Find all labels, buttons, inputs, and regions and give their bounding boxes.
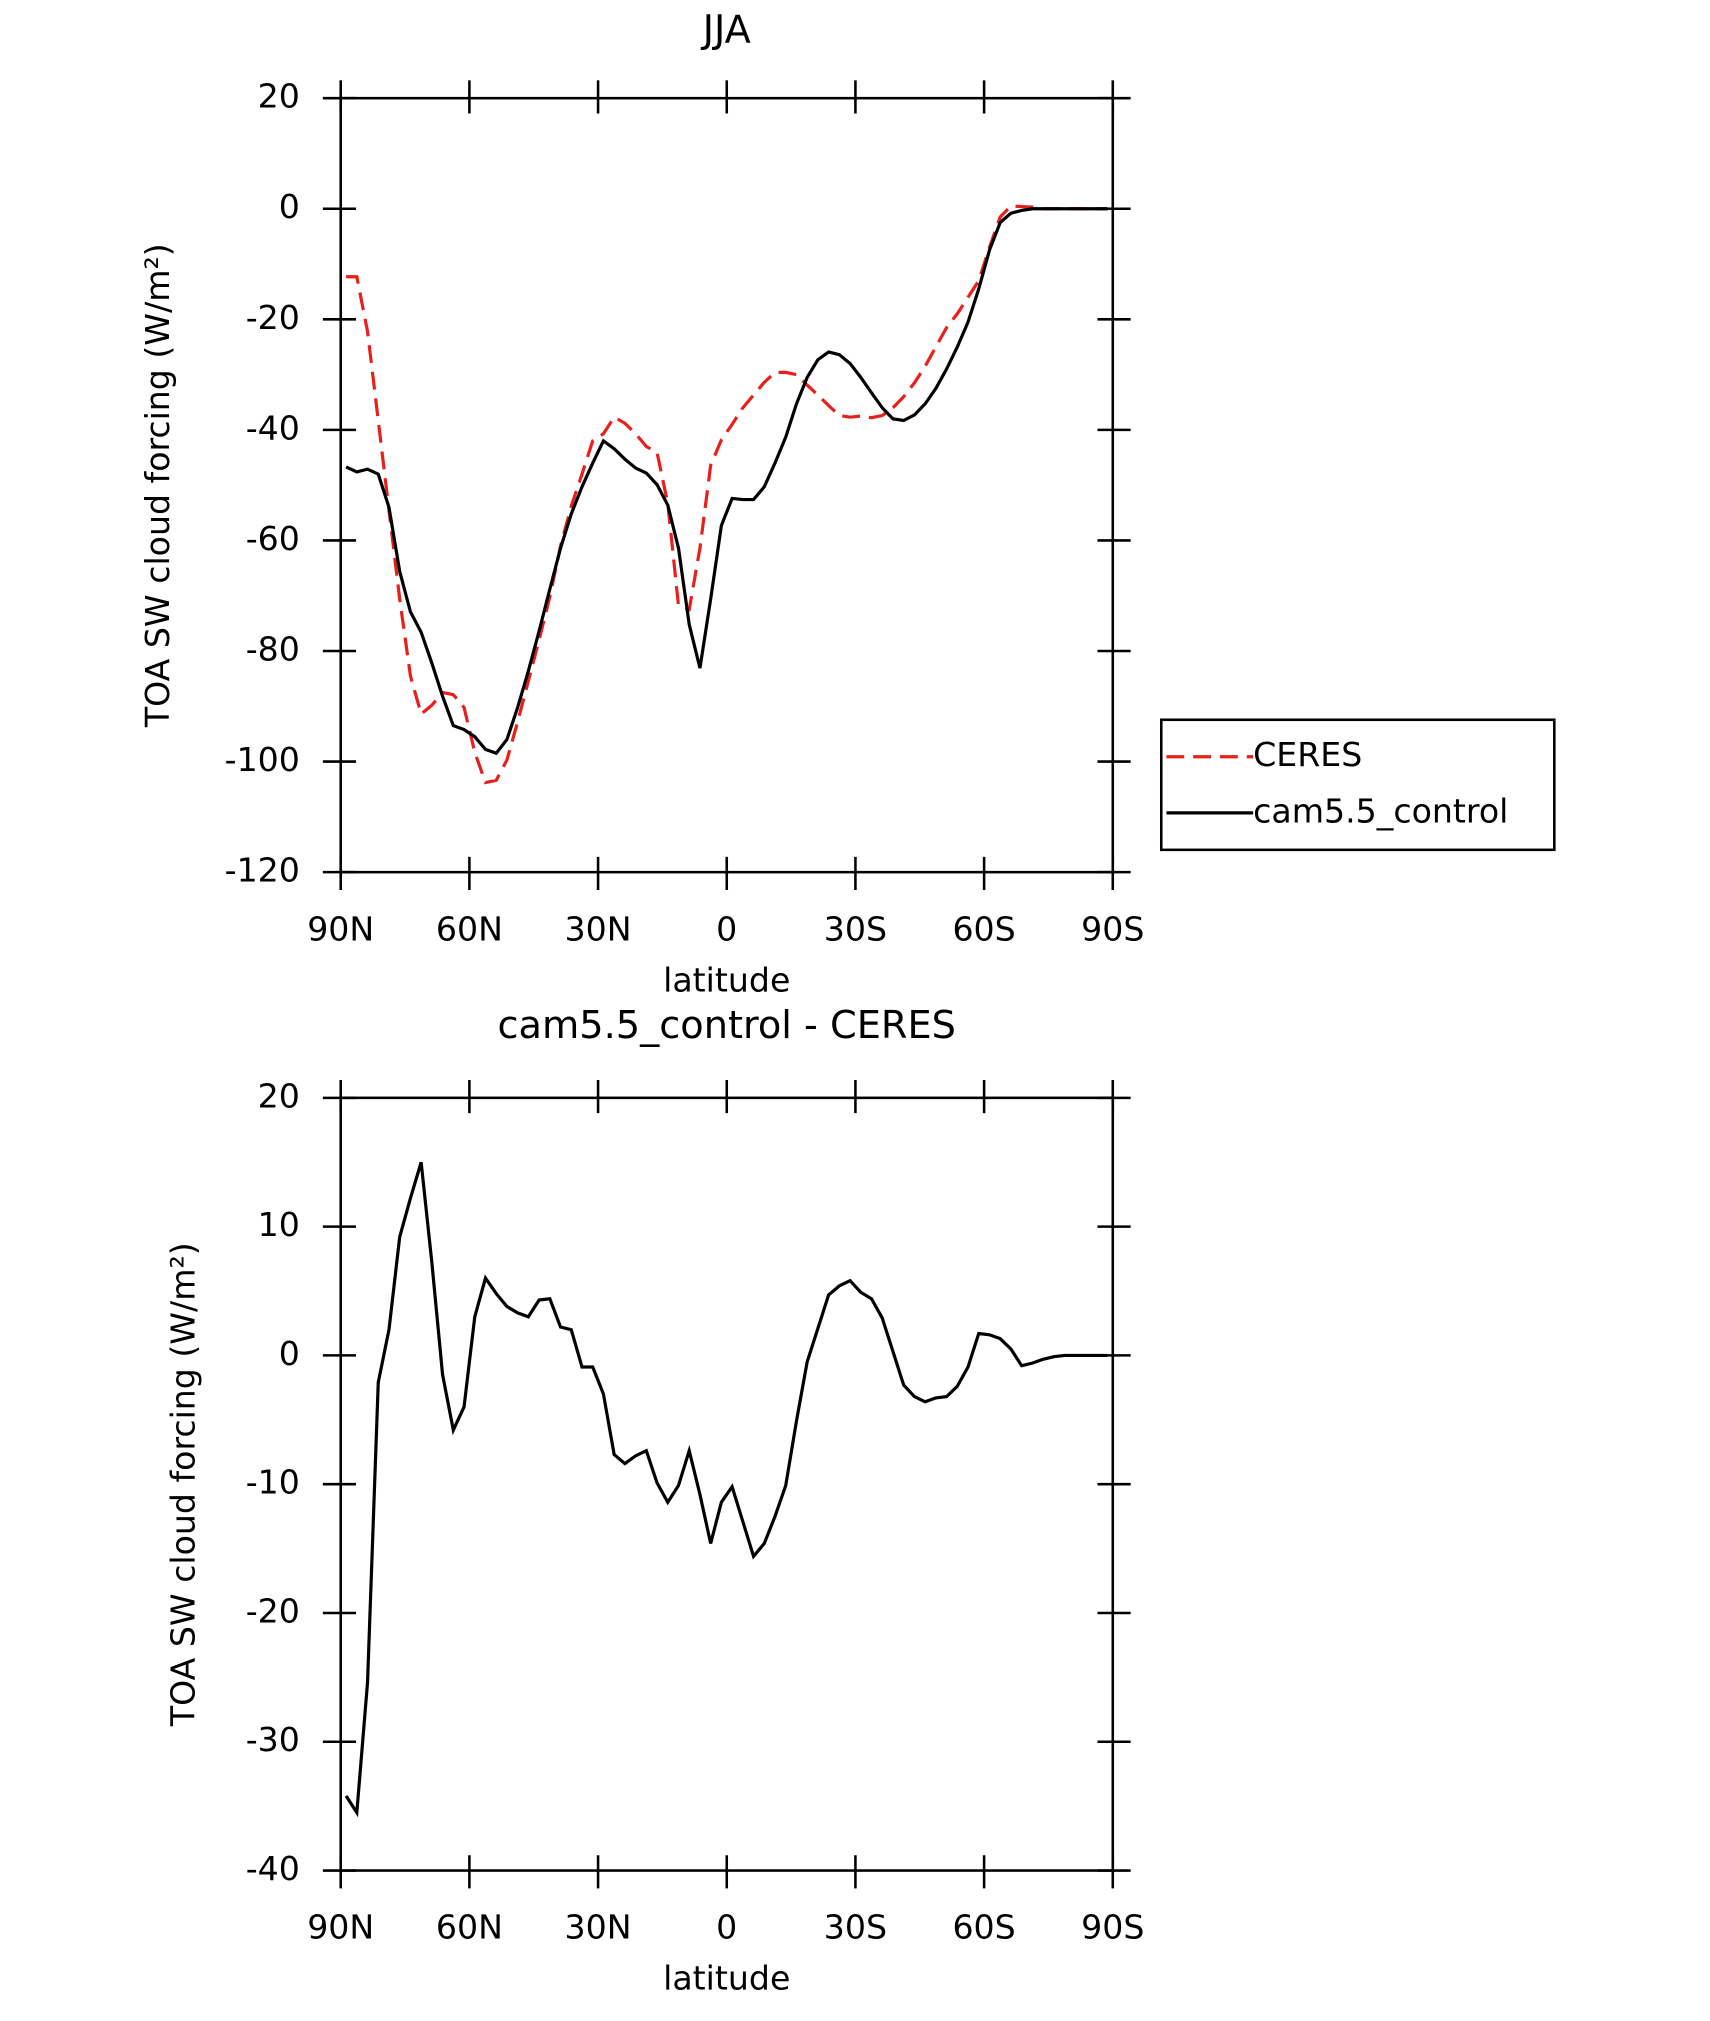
y-axis-label: TOA SW cloud forcing (W/m²) <box>164 1242 203 1727</box>
y-tick-label: -30 <box>246 1720 300 1759</box>
y-tick-label: -40 <box>246 408 300 447</box>
data-line <box>344 1161 1108 1818</box>
y-tick-label: -60 <box>246 519 300 558</box>
y-tick-label: 10 <box>258 1205 300 1244</box>
y-tick-label: -40 <box>246 1849 300 1888</box>
x-tick-label: 0 <box>716 909 737 948</box>
legend-box <box>1159 718 1556 852</box>
y-tick-label: -20 <box>246 1591 300 1630</box>
x-axis-label: latitude <box>663 1959 790 1998</box>
y-tick-label: -120 <box>225 851 300 890</box>
y-tick-label: 0 <box>279 187 300 226</box>
x-tick-label: 60N <box>436 909 503 948</box>
y-tick-label: -20 <box>246 298 300 337</box>
x-tick-label: 90S <box>1081 1908 1144 1947</box>
x-tick-label: 60S <box>952 909 1015 948</box>
legend-label: cam5.5_control <box>1253 791 1508 830</box>
y-tick-label: 0 <box>279 1334 300 1373</box>
x-tick-label: 30S <box>824 1908 887 1947</box>
chart-title: JJA <box>701 7 751 52</box>
x-tick-label: 0 <box>716 1908 737 1947</box>
x-tick-label: 30N <box>565 909 632 948</box>
x-tick-label: 90N <box>307 909 374 948</box>
plot-frame <box>339 96 1115 874</box>
data-line <box>346 204 1108 785</box>
y-axis-label: TOA SW cloud forcing (W/m²) <box>138 243 177 728</box>
legend-label: CERES <box>1253 735 1362 774</box>
y-tick-label: 20 <box>258 77 300 116</box>
x-tick-label: 90S <box>1081 909 1144 948</box>
y-tick-label: -100 <box>225 740 300 779</box>
y-tick-label: -80 <box>246 630 300 669</box>
x-tick-label: 30N <box>565 1908 632 1947</box>
x-tick-label: 30S <box>824 909 887 948</box>
x-tick-label: 60S <box>952 1908 1015 1947</box>
chart-title: cam5.5_control - CERES <box>498 1003 956 1048</box>
x-tick-label: 60N <box>436 1908 503 1947</box>
y-tick-label: -10 <box>246 1463 300 1502</box>
y-tick-label: 20 <box>258 1076 300 1115</box>
x-tick-label: 90N <box>307 1908 374 1947</box>
x-axis-label: latitude <box>663 960 790 999</box>
data-line <box>345 207 1108 756</box>
plot-frame <box>339 1096 1115 1872</box>
